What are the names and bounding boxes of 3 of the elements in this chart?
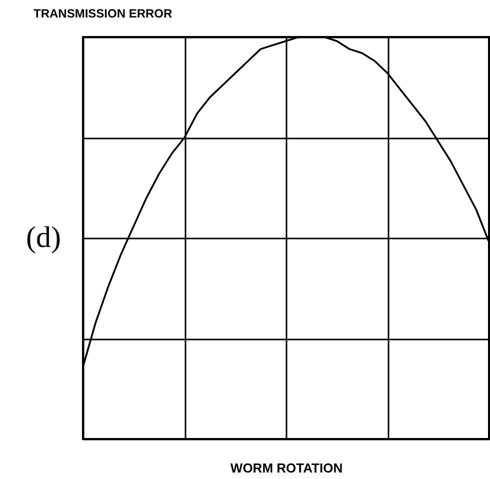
x-axis-title: WORM ROTATION	[230, 460, 343, 476]
text: (d)	[26, 221, 61, 254]
y-axis-title: TRANSMISSION ERROR	[34, 6, 173, 20]
